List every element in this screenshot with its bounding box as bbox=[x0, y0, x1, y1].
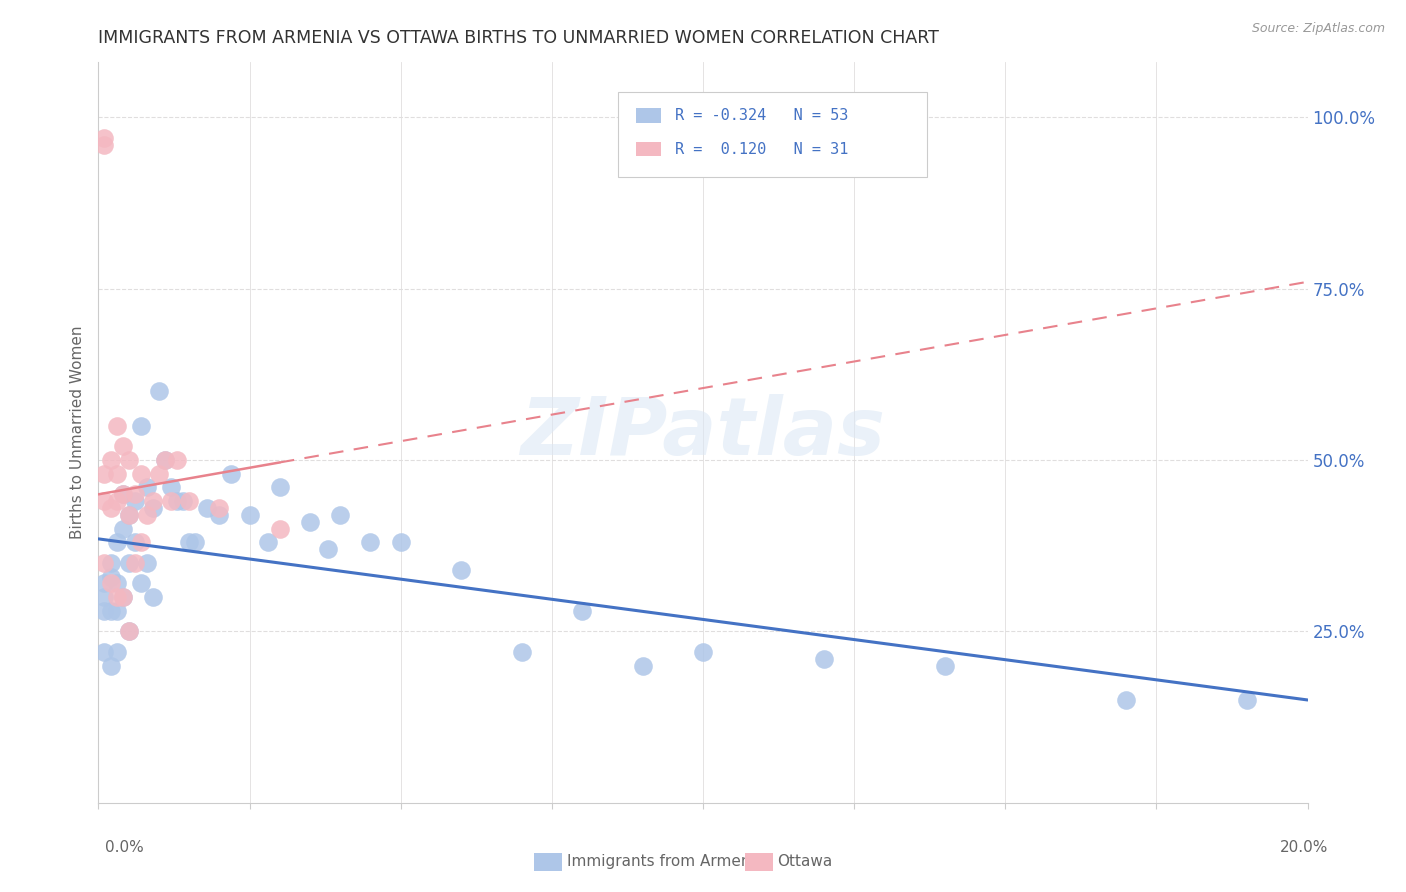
Point bbox=[111, 522, 134, 536]
Point bbox=[142, 494, 165, 508]
Point bbox=[118, 556, 141, 570]
Point bbox=[166, 494, 188, 508]
Point bbox=[934, 658, 956, 673]
Y-axis label: Births to Unmarried Women: Births to Unmarried Women bbox=[69, 326, 84, 540]
Point bbox=[129, 576, 152, 591]
Point bbox=[316, 542, 339, 557]
Point bbox=[105, 645, 128, 659]
Point bbox=[239, 508, 262, 522]
Point bbox=[129, 467, 152, 481]
Point bbox=[571, 604, 593, 618]
Point bbox=[105, 494, 128, 508]
Point bbox=[1115, 693, 1137, 707]
Point bbox=[105, 590, 128, 604]
Point bbox=[208, 501, 231, 516]
Point bbox=[166, 453, 188, 467]
Text: ZIPatlas: ZIPatlas bbox=[520, 393, 886, 472]
Point bbox=[93, 590, 115, 604]
Point bbox=[269, 480, 291, 494]
Point bbox=[124, 487, 146, 501]
Point bbox=[510, 645, 533, 659]
Point bbox=[124, 494, 146, 508]
Point bbox=[124, 535, 146, 549]
Point bbox=[124, 556, 146, 570]
Point bbox=[105, 535, 128, 549]
Point bbox=[105, 604, 128, 618]
Point bbox=[100, 556, 122, 570]
Point bbox=[179, 494, 201, 508]
Point bbox=[329, 508, 352, 522]
Point bbox=[299, 515, 322, 529]
Point bbox=[93, 494, 115, 508]
Text: 20.0%: 20.0% bbox=[1281, 840, 1329, 855]
Point bbox=[93, 131, 115, 145]
Point bbox=[135, 480, 157, 494]
Point bbox=[111, 487, 134, 501]
Point bbox=[105, 467, 128, 481]
Point bbox=[93, 467, 115, 481]
Point bbox=[93, 645, 115, 659]
Point bbox=[118, 453, 141, 467]
Point bbox=[813, 652, 835, 666]
Point bbox=[93, 556, 115, 570]
Point bbox=[221, 467, 243, 481]
Point bbox=[118, 624, 141, 639]
Point bbox=[153, 453, 176, 467]
FancyBboxPatch shape bbox=[619, 92, 927, 178]
Text: R =  0.120   N = 31: R = 0.120 N = 31 bbox=[675, 142, 849, 157]
Point bbox=[153, 453, 176, 467]
Point bbox=[135, 556, 157, 570]
Point bbox=[389, 535, 412, 549]
Point bbox=[360, 535, 382, 549]
Point bbox=[692, 645, 714, 659]
Point bbox=[100, 501, 122, 516]
Point bbox=[118, 508, 141, 522]
Point bbox=[105, 576, 128, 591]
Point bbox=[93, 576, 115, 591]
Point bbox=[118, 624, 141, 639]
Text: R = -0.324   N = 53: R = -0.324 N = 53 bbox=[675, 108, 849, 123]
Point bbox=[142, 590, 165, 604]
Text: 0.0%: 0.0% bbox=[105, 840, 145, 855]
Point bbox=[129, 535, 152, 549]
Point bbox=[100, 658, 122, 673]
Point bbox=[179, 535, 201, 549]
Point bbox=[184, 535, 207, 549]
Point bbox=[160, 494, 183, 508]
Point bbox=[93, 604, 115, 618]
Bar bbox=[637, 108, 661, 123]
Point bbox=[111, 590, 134, 604]
Point bbox=[105, 418, 128, 433]
Point bbox=[111, 487, 134, 501]
Point bbox=[256, 535, 278, 549]
Point bbox=[450, 563, 472, 577]
Point bbox=[631, 658, 654, 673]
Point bbox=[208, 508, 231, 522]
Point bbox=[129, 418, 152, 433]
Point bbox=[135, 508, 157, 522]
Point bbox=[118, 508, 141, 522]
Point bbox=[148, 384, 170, 399]
Point bbox=[111, 590, 134, 604]
Point bbox=[148, 467, 170, 481]
Point bbox=[100, 453, 122, 467]
Point bbox=[142, 501, 165, 516]
Point bbox=[93, 137, 115, 152]
Bar bbox=[637, 142, 661, 156]
Text: Ottawa: Ottawa bbox=[778, 855, 832, 869]
Point bbox=[269, 522, 291, 536]
Point bbox=[1236, 693, 1258, 707]
Point bbox=[100, 576, 122, 591]
Point bbox=[111, 439, 134, 453]
Point bbox=[195, 501, 218, 516]
Text: Source: ZipAtlas.com: Source: ZipAtlas.com bbox=[1251, 22, 1385, 36]
Text: IMMIGRANTS FROM ARMENIA VS OTTAWA BIRTHS TO UNMARRIED WOMEN CORRELATION CHART: IMMIGRANTS FROM ARMENIA VS OTTAWA BIRTHS… bbox=[98, 29, 939, 47]
Text: Immigrants from Armenia: Immigrants from Armenia bbox=[567, 855, 763, 869]
Point bbox=[100, 569, 122, 583]
Point bbox=[160, 480, 183, 494]
Point bbox=[172, 494, 194, 508]
Point bbox=[100, 604, 122, 618]
